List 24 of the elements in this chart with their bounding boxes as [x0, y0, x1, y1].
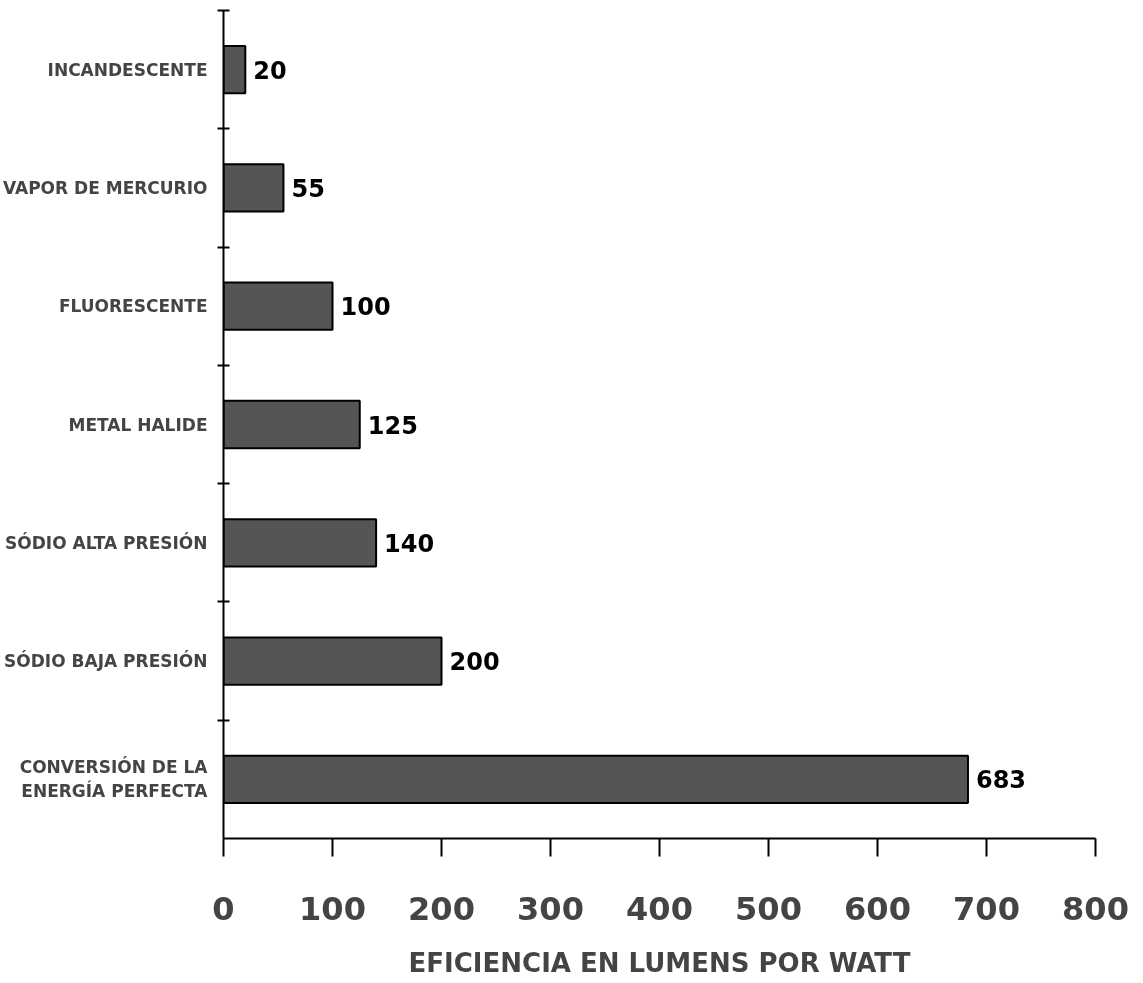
data-label: 683 [975, 766, 1027, 795]
x-tick-label: 100 [299, 889, 366, 928]
x-tick-label: 400 [626, 889, 693, 928]
y-tick-label: FLUORESCENTE [58, 296, 208, 317]
y-tick-label: METAL HALIDE [68, 414, 208, 435]
x-tick-label: 300 [517, 889, 584, 928]
data-label: 140 [384, 529, 435, 558]
data-label: 20 [253, 56, 287, 85]
x-tick-label: 0 [212, 889, 235, 928]
data-label: 55 [291, 174, 325, 203]
x-tick-label: 200 [408, 889, 475, 928]
x-tick-label: 600 [844, 889, 911, 928]
y-tick-label: CONVERSIÓN DE LA ENERGÍA PERFECTA [19, 756, 209, 802]
y-tick-label: SÓDIO BAJA PRESIÓN [4, 650, 208, 672]
x-tick-label: 800 [1062, 889, 1129, 928]
data-label: 125 [367, 411, 418, 440]
data-label: 200 [449, 648, 500, 677]
y-tick-label: VAPOR DE MERCURIO [3, 177, 208, 198]
x-axis-title: EFICIENCIA EN LUMENS POR WATT [408, 947, 911, 978]
y-tick-label: SÓDIO ALTA PRESIÓN [5, 531, 208, 553]
x-tick-label: 700 [953, 889, 1020, 928]
x-tick-label: 500 [735, 889, 802, 928]
data-label: 100 [340, 293, 391, 322]
y-tick-label: INCANDESCENTE [47, 59, 208, 80]
